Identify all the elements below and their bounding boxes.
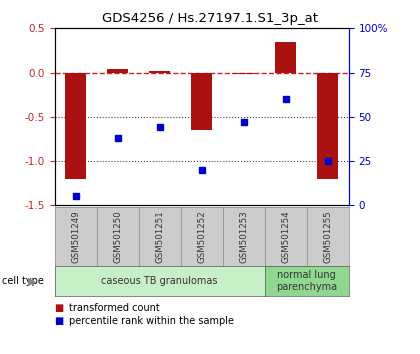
Bar bbox=[233, 73, 254, 74]
Text: ■: ■ bbox=[55, 316, 64, 326]
Text: GSM501254: GSM501254 bbox=[281, 210, 290, 263]
Text: GSM501249: GSM501249 bbox=[71, 210, 80, 263]
Text: ■: ■ bbox=[55, 303, 64, 313]
Bar bbox=[65, 73, 86, 179]
Bar bbox=[107, 69, 128, 73]
Bar bbox=[191, 73, 212, 130]
Bar bbox=[275, 42, 296, 73]
Text: caseous TB granulomas: caseous TB granulomas bbox=[101, 276, 218, 286]
Text: normal lung
parenchyma: normal lung parenchyma bbox=[276, 270, 337, 292]
Text: GSM501251: GSM501251 bbox=[155, 210, 164, 263]
Text: percentile rank within the sample: percentile rank within the sample bbox=[69, 316, 234, 326]
Bar bbox=[317, 73, 338, 179]
Text: cell type: cell type bbox=[2, 276, 44, 286]
Text: GSM501252: GSM501252 bbox=[197, 210, 206, 263]
Bar bbox=[149, 71, 170, 73]
Text: GDS4256 / Hs.27197.1.S1_3p_at: GDS4256 / Hs.27197.1.S1_3p_at bbox=[102, 12, 318, 25]
Text: ▶: ▶ bbox=[28, 276, 37, 286]
Text: GSM501253: GSM501253 bbox=[239, 210, 248, 263]
Text: GSM501255: GSM501255 bbox=[323, 210, 332, 263]
Text: transformed count: transformed count bbox=[69, 303, 160, 313]
Text: GSM501250: GSM501250 bbox=[113, 210, 122, 263]
